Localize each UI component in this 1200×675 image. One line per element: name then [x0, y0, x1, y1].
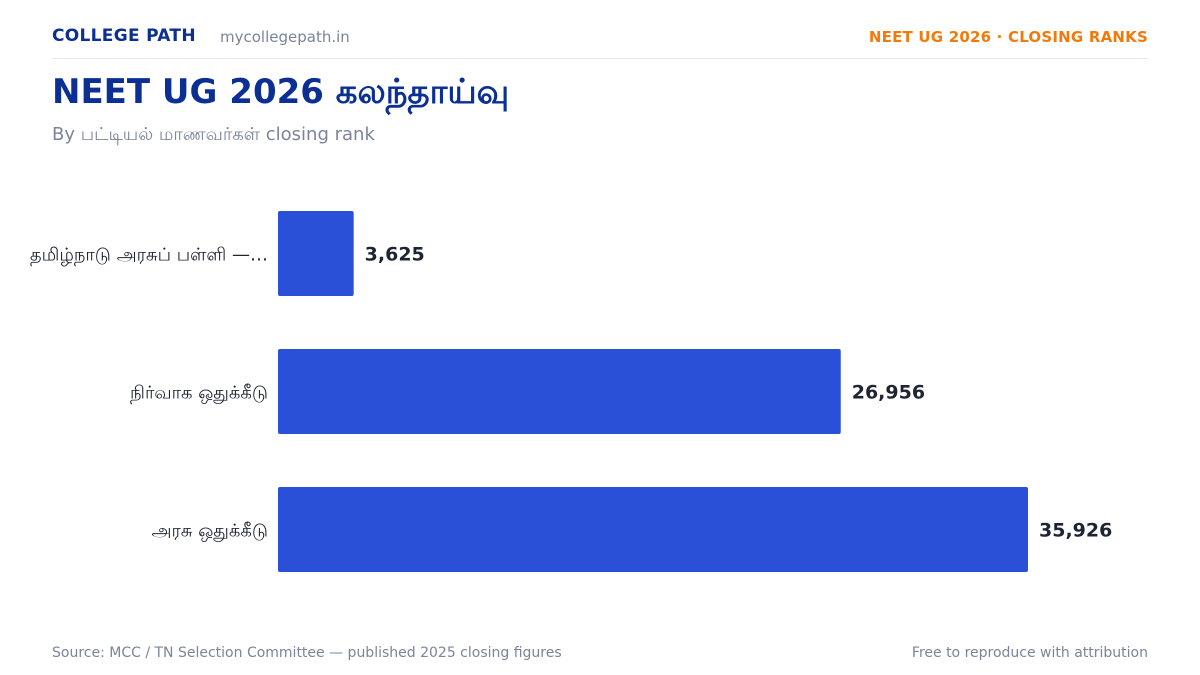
bar-2 [278, 487, 1028, 572]
top-bar: COLLEGE PATH mycollegepath.in NEET UG 20… [52, 24, 1148, 59]
value-label-2: 35,926 [1039, 520, 1112, 542]
bar-0 [278, 211, 354, 296]
value-label-0: 3,625 [365, 244, 425, 266]
source-note: Source: MCC / TN Selection Committee — p… [52, 645, 562, 661]
chart-title: NEET UG 2026 கலந்தாய்வு [52, 72, 510, 112]
chart-subtitle: By பட்டியல் மாணவர்கள் closing rank [52, 124, 375, 145]
value-label-1: 26,956 [852, 382, 925, 404]
brand-name: COLLEGE PATH [52, 26, 196, 46]
header-badge: NEET UG 2026 · CLOSING RANKS [868, 28, 1148, 46]
site-url[interactable]: mycollegepath.in [220, 28, 350, 46]
category-label-0: தமிழ்நாடு அரசுப் பள்ளி —… [30, 245, 268, 267]
bar-1 [278, 349, 841, 434]
category-label-1: நிர்வாக ஒதுக்கீடு [130, 383, 268, 405]
license-note: Free to reproduce with attribution [911, 645, 1148, 661]
category-label-2: அரசு ஒதுக்கீடு [151, 521, 268, 542]
